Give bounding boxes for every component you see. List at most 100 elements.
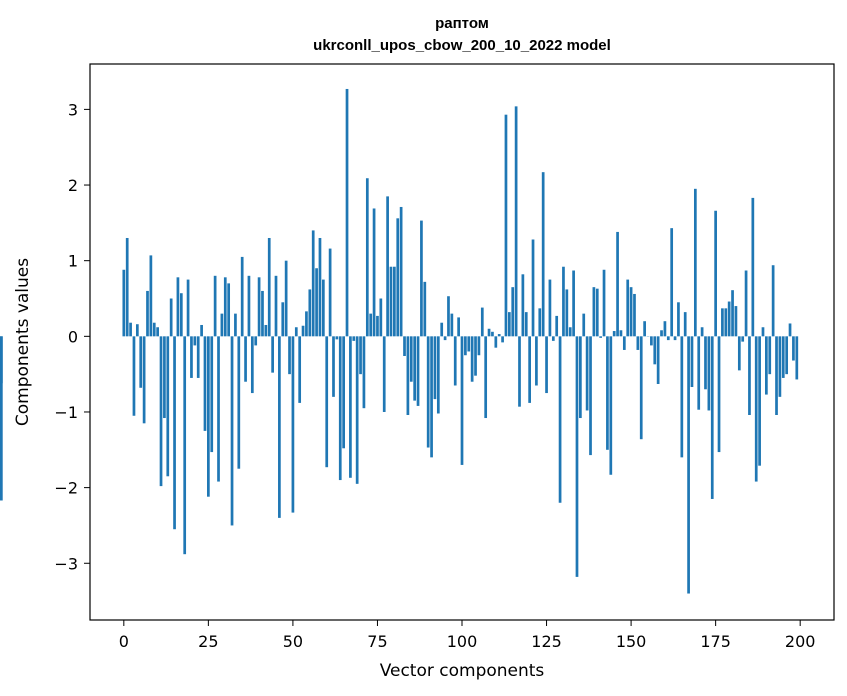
bar (599, 336, 603, 338)
bar (450, 313, 454, 337)
bar (457, 317, 460, 337)
bar (768, 336, 772, 375)
bar (707, 336, 711, 411)
bar (129, 322, 132, 337)
bar (149, 255, 153, 337)
bar (318, 237, 322, 337)
bar (504, 114, 508, 337)
bar (636, 336, 640, 350)
bar (477, 336, 481, 356)
bar (710, 336, 714, 499)
bar (775, 336, 778, 415)
bar (372, 208, 376, 337)
bar (423, 281, 427, 337)
bar (765, 336, 768, 395)
bar (737, 336, 741, 371)
bar (152, 322, 156, 337)
bar (680, 336, 684, 458)
bar (572, 270, 575, 337)
bar (616, 231, 619, 337)
bar (744, 270, 748, 337)
bar (254, 336, 258, 346)
bar (416, 336, 420, 406)
bar (464, 336, 467, 356)
bar (156, 327, 159, 337)
x-tick-label: 175 (700, 632, 731, 651)
bar (176, 277, 180, 337)
bar (301, 325, 305, 337)
bar (562, 266, 565, 337)
bar (653, 336, 657, 365)
bar (223, 277, 227, 337)
bar (247, 275, 251, 337)
bar (595, 288, 599, 337)
bar (179, 293, 183, 337)
bar (0, 336, 3, 384)
bar (731, 290, 734, 337)
bar (359, 336, 362, 375)
x-tick-label: 75 (367, 632, 387, 651)
bar (436, 336, 440, 414)
bar (244, 336, 247, 382)
bar (565, 289, 569, 337)
bar (626, 279, 630, 337)
bar (531, 239, 535, 337)
bar (213, 275, 217, 337)
bar (135, 324, 139, 337)
bar (288, 336, 291, 375)
bar (403, 336, 406, 356)
bar (146, 290, 149, 337)
bar (788, 323, 792, 337)
bar (284, 260, 288, 337)
bar (440, 322, 444, 337)
y-tick-label: 1 (68, 252, 78, 271)
bar (656, 336, 660, 384)
bar (308, 289, 312, 337)
bar-series (0, 88, 799, 594)
bar (704, 336, 707, 390)
bar (196, 336, 200, 378)
bar (795, 336, 799, 380)
bar (399, 206, 403, 337)
bar (545, 336, 548, 394)
y-tick-label: 3 (68, 100, 78, 119)
bar (237, 336, 241, 469)
bar (579, 336, 582, 419)
bar (666, 336, 670, 341)
bar (697, 336, 701, 410)
bar (619, 330, 623, 337)
bar (700, 327, 704, 337)
bar (203, 336, 207, 431)
bar (362, 336, 366, 409)
bar (622, 336, 626, 350)
bar (271, 336, 274, 373)
x-tick-label: 100 (447, 632, 478, 651)
y-tick-label: −2 (54, 479, 78, 498)
bar (741, 336, 745, 342)
bar (315, 268, 318, 337)
bar (210, 336, 214, 453)
x-axis-ticks: 0 25 50 75 100 125 150 175 200 (119, 620, 815, 651)
bar (200, 324, 203, 337)
bar (274, 275, 278, 337)
bar (714, 210, 717, 337)
bar (491, 331, 494, 337)
bar (480, 307, 484, 337)
bar (409, 336, 413, 382)
y-axis-ticks: −3 −2 −1 0 1 2 3 (54, 100, 90, 573)
y-tick-label: −3 (54, 554, 78, 573)
y-tick-label: 0 (68, 327, 78, 346)
bar (609, 336, 613, 475)
chart-title-line-1: раптом (435, 15, 489, 32)
bar (305, 311, 308, 337)
bar (474, 336, 477, 376)
bar (220, 313, 224, 337)
bar (325, 336, 329, 468)
x-tick-label: 50 (283, 632, 303, 651)
bar (278, 336, 281, 518)
bar (183, 336, 187, 555)
bar (234, 313, 237, 337)
bar (643, 321, 646, 337)
bar (369, 313, 373, 337)
bar (721, 308, 724, 337)
